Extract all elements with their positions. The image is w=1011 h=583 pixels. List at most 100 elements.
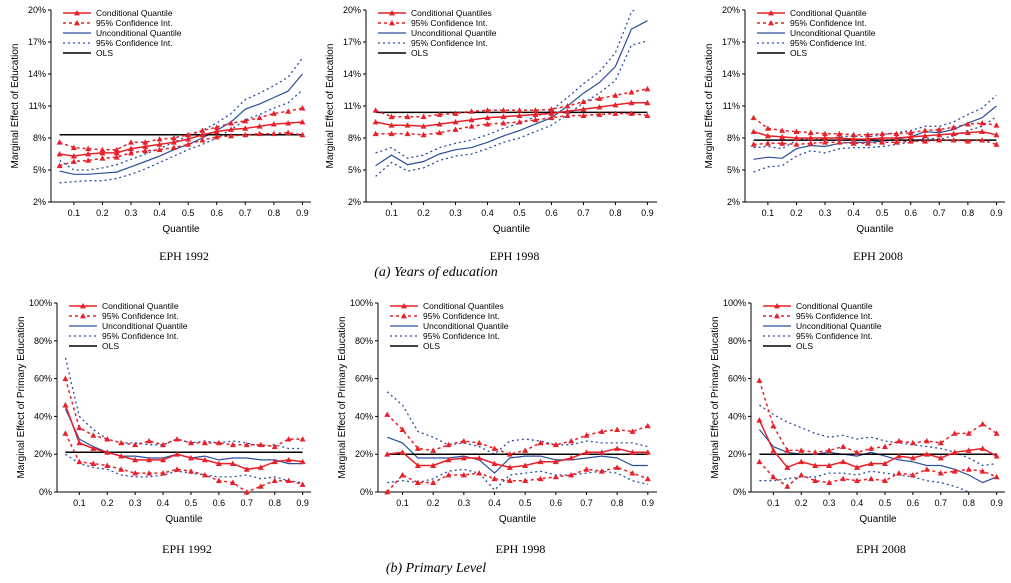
- data-point: [142, 143, 149, 149]
- data-point: [399, 449, 406, 455]
- legend-label: Unconditional Quantile: [102, 321, 188, 331]
- data-point: [491, 475, 498, 482]
- y-tick-label: 80%: [728, 336, 746, 346]
- data-point: [242, 125, 249, 131]
- data-point: [784, 447, 791, 453]
- data-point: [979, 468, 986, 474]
- data-point: [271, 458, 278, 465]
- legend-marker: [80, 313, 86, 319]
- data-point: [850, 140, 857, 146]
- data-point: [993, 122, 1000, 128]
- x-tick-label: 0.6: [213, 498, 226, 508]
- x-tick-label: 0.7: [933, 208, 946, 218]
- x-tick-label: 0.1: [68, 208, 81, 218]
- data-point: [62, 430, 69, 436]
- data-point: [826, 462, 833, 468]
- data-point: [445, 441, 452, 448]
- data-point: [596, 104, 603, 110]
- data-point: [583, 466, 590, 472]
- data-point: [993, 453, 1000, 459]
- data-point: [644, 112, 651, 118]
- data-point: [271, 477, 278, 484]
- legend-label: 95% Confidence Int.: [796, 331, 873, 341]
- x-tick-label: 0.6: [550, 498, 563, 508]
- x-tick-label: 0.7: [241, 498, 254, 508]
- data-point: [979, 445, 986, 451]
- data-point: [629, 428, 636, 434]
- data-point: [868, 475, 875, 482]
- legend-label: 95% Confidence Int.: [790, 18, 867, 28]
- data-point: [784, 464, 791, 470]
- y-tick-label: 5%: [727, 165, 740, 175]
- data-point: [936, 137, 943, 143]
- panel-caption: EPH 1992: [162, 542, 212, 556]
- data-point: [522, 462, 529, 468]
- x-tick-label: 0.3: [125, 208, 138, 218]
- legend-label: 95% Confidence Int.: [102, 331, 179, 341]
- data-point: [951, 468, 958, 474]
- data-point: [950, 130, 957, 137]
- data-point: [90, 460, 97, 467]
- x-tick-label: 0.7: [580, 498, 593, 508]
- data-point: [85, 157, 92, 163]
- data-point: [993, 141, 1000, 147]
- data-point: [506, 464, 513, 470]
- y-tick-label: 14%: [343, 69, 361, 79]
- data-point: [580, 98, 587, 105]
- data-point: [764, 132, 771, 139]
- data-point: [228, 132, 234, 139]
- data-point: [822, 135, 828, 141]
- series-line-uq: [59, 73, 303, 175]
- data-point: [187, 439, 194, 446]
- y-tick-label: 11%: [29, 101, 46, 111]
- data-point: [388, 113, 395, 120]
- legend-marker: [401, 313, 407, 319]
- series-line-uq: [758, 429, 997, 484]
- y-tick-label: 17%: [343, 37, 361, 47]
- data-point: [257, 464, 264, 470]
- data-point: [156, 146, 163, 153]
- data-point: [965, 447, 972, 453]
- data-point: [104, 462, 111, 468]
- data-point: [937, 470, 944, 476]
- legend-label: OLS: [790, 48, 807, 58]
- data-point: [993, 131, 1000, 138]
- x-tick-label: 0.7: [935, 498, 948, 508]
- x-axis-label: Quantile: [859, 514, 897, 525]
- data-point: [104, 449, 111, 455]
- data-point: [537, 475, 544, 482]
- data-point: [644, 85, 651, 92]
- legend-label: OLS: [411, 48, 428, 58]
- series-line-cq: [64, 404, 303, 471]
- row-caption-a: (a) Years of education: [374, 265, 498, 280]
- data-point: [614, 464, 621, 470]
- data-point: [793, 135, 800, 141]
- y-tick-label: 80%: [355, 336, 373, 346]
- data-point: [243, 489, 250, 495]
- data-point: [770, 473, 777, 480]
- data-point: [113, 149, 120, 156]
- x-tick-label: 0.4: [153, 208, 166, 218]
- legend-label: 95% Confidence Int.: [102, 311, 179, 321]
- data-point: [936, 126, 943, 132]
- data-point: [160, 470, 167, 476]
- data-point: [242, 117, 249, 124]
- data-point: [468, 108, 475, 114]
- series-line-uq_ci: [759, 470, 997, 492]
- data-point: [764, 140, 771, 146]
- data-point: [812, 462, 819, 468]
- y-tick-label: 17%: [722, 37, 740, 47]
- data-point: [128, 149, 134, 156]
- y-tick-label: 8%: [33, 133, 46, 143]
- data-point: [270, 121, 277, 127]
- data-point: [548, 106, 555, 112]
- series-line-cq_ci: [59, 107, 303, 151]
- series-line-cq_ci: [753, 139, 997, 146]
- y-tick-label: 100%: [350, 298, 373, 308]
- x-tick-label: 0.8: [609, 208, 622, 218]
- data-point: [146, 470, 153, 476]
- x-tick-label: 0.6: [904, 208, 917, 218]
- data-point: [118, 439, 125, 446]
- x-tick-label: 0.7: [239, 208, 252, 218]
- y-tick-label: 2%: [348, 197, 361, 207]
